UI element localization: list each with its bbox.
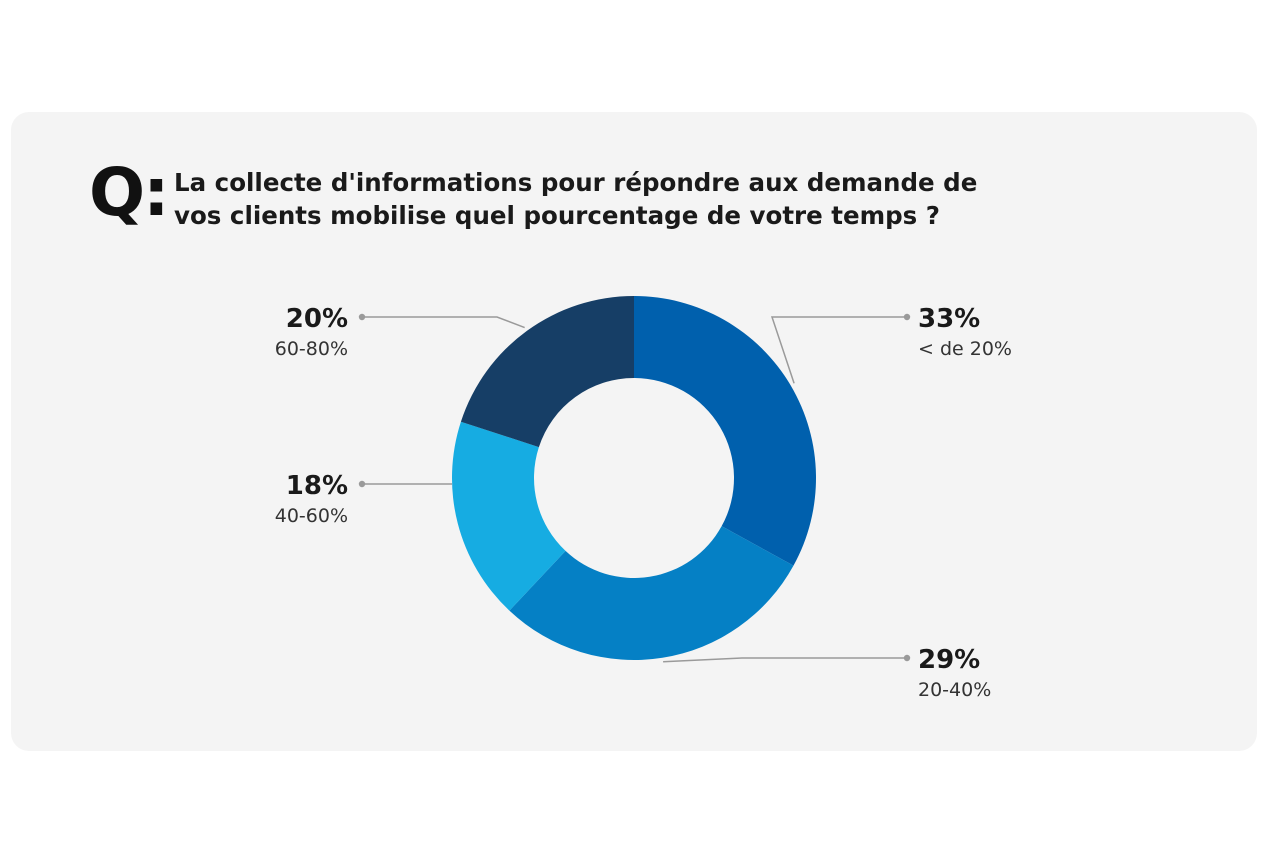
question-text: La collecte d'informations pour répondre… <box>174 166 1034 232</box>
leader-line-0 <box>770 316 907 384</box>
slice-category-label-1: 20-40% <box>918 679 991 701</box>
slice-value-label-0: 33% <box>918 304 980 334</box>
leader-dot-2 <box>358 480 366 488</box>
donut-slices <box>452 296 816 661</box>
donut-labels: 33% < de 20% 29% 20-40% 18% 40-60% 20% 60-80% <box>275 304 1012 701</box>
leader-dot-0 <box>903 313 911 321</box>
donut-slice-1 <box>509 526 794 661</box>
slice-category-label-0: < de 20% <box>918 338 1012 360</box>
slice-value-label-2: 18% <box>286 471 348 501</box>
leader-line-3 <box>362 316 525 329</box>
leader-dot-1 <box>903 654 911 662</box>
question-line-1: La collecte d'informations pour répondre… <box>174 168 978 197</box>
question-prefix: Q: <box>89 154 169 231</box>
slice-category-label-3: 60-80% <box>275 338 348 360</box>
slice-value-label-3: 20% <box>286 304 348 334</box>
leader-line-1 <box>663 657 907 663</box>
slice-value-label-1: 29% <box>918 645 980 675</box>
donut-slice-2 <box>452 421 566 611</box>
donut-slice-3 <box>460 296 634 448</box>
donut-slice-0 <box>634 296 816 566</box>
question-line-2: vos clients mobilise quel pourcentage de… <box>174 201 941 230</box>
slice-category-label-2: 40-60% <box>275 505 348 527</box>
leader-dot-3 <box>358 313 366 321</box>
